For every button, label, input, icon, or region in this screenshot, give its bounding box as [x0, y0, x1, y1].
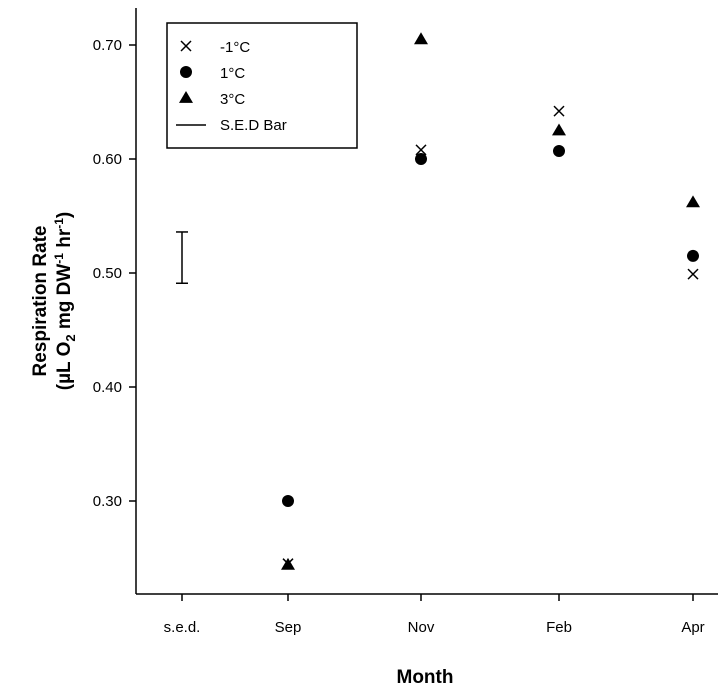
x-tick-label: s.e.d.: [164, 619, 201, 636]
data-marks: [176, 32, 700, 570]
legend-label: 1°C: [220, 65, 245, 82]
data-point-triangle: [552, 123, 566, 136]
x-tick-label: Apr: [681, 619, 704, 636]
data-point-cross: [553, 105, 565, 117]
x-axis-title: Month: [397, 667, 454, 688]
y-axis-title-line2: (µL O2 mg DW-1 hr-1): [52, 212, 78, 391]
x-tick-label: Sep: [275, 619, 302, 636]
x-tick-label: Nov: [408, 619, 435, 636]
data-point-triangle: [414, 32, 428, 45]
legend-marker-triangle: [179, 91, 193, 103]
data-point-cross: [415, 144, 427, 156]
legend-label: -1°C: [220, 39, 250, 56]
sed-error-bar: [176, 231, 188, 285]
y-tick-label: 0.60: [93, 151, 122, 168]
legend-label: S.E.D Bar: [220, 117, 287, 134]
ticks: 0.30 0.40 0.50 0.60 0.70 s.e.d. Sep Nov Feb Apr: [93, 37, 705, 636]
y-tick-label: 0.40: [93, 379, 122, 396]
data-point-triangle: [686, 195, 700, 208]
y-axis-title: Respiration Rate (µL O2 mg DW-1 hr-1): [30, 212, 78, 391]
legend: -1°C 1°C 3°C S.E.D Bar: [166, 22, 358, 149]
data-point-circle: [282, 495, 294, 507]
data-point-triangle: [281, 557, 295, 570]
y-tick-label: 0.30: [93, 493, 122, 510]
data-point-circle: [415, 153, 427, 165]
legend-marker-cross: [180, 40, 192, 52]
legend-marker-circle: [180, 66, 192, 78]
y-axis-title-line1: Respiration Rate: [30, 226, 51, 377]
x-tick-label: Feb: [546, 619, 572, 636]
axes: [135, 8, 718, 595]
y-tick-label: 0.50: [93, 265, 122, 282]
data-point-cross: [687, 268, 699, 280]
data-point-circle: [687, 249, 699, 262]
data-point-circle: [553, 145, 565, 158]
legend-label: 3°C: [220, 91, 245, 108]
legend-box: [166, 22, 358, 149]
y-tick-label: 0.70: [93, 37, 122, 54]
